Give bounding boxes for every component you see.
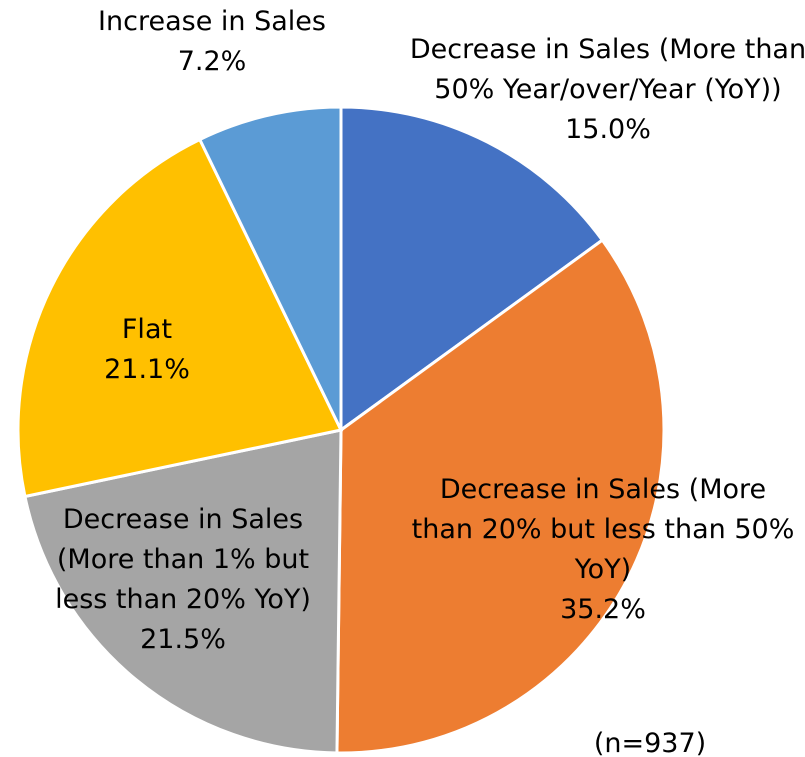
slice bbox=[335, 238, 666, 755]
slice-label: Flat 21.1% bbox=[67, 310, 227, 390]
value-label: 35.2% bbox=[560, 594, 646, 625]
annotation: (n=937) bbox=[593, 728, 707, 757]
value-label: 21.5% bbox=[140, 624, 226, 655]
category-name: Increase in Sales bbox=[98, 6, 326, 37]
slice bbox=[23, 428, 343, 755]
slice bbox=[339, 105, 605, 433]
slice-label: Increase in Sales 7.2% bbox=[97, 2, 327, 82]
slice-label: Decrease in Sales (More than 50% Year/ov… bbox=[408, 30, 805, 150]
value-label: 7.2% bbox=[177, 46, 247, 77]
slice bbox=[16, 137, 344, 499]
category-name: Decrease in Sales (More than 1% but less… bbox=[55, 504, 311, 615]
slice bbox=[197, 105, 343, 431]
value-label: 21.1% bbox=[104, 354, 190, 385]
slice-label: Decrease in Sales (More than 1% but less… bbox=[33, 500, 333, 660]
category-name: Flat bbox=[121, 314, 173, 345]
slice-label: Decrease in Sales (More than 20% but les… bbox=[407, 470, 799, 630]
category-name: Decrease in Sales (More than 50% Year/ov… bbox=[409, 34, 805, 105]
category-name: Decrease in Sales (More than 20% but les… bbox=[411, 474, 795, 585]
value-label: 15.0% bbox=[565, 114, 651, 145]
